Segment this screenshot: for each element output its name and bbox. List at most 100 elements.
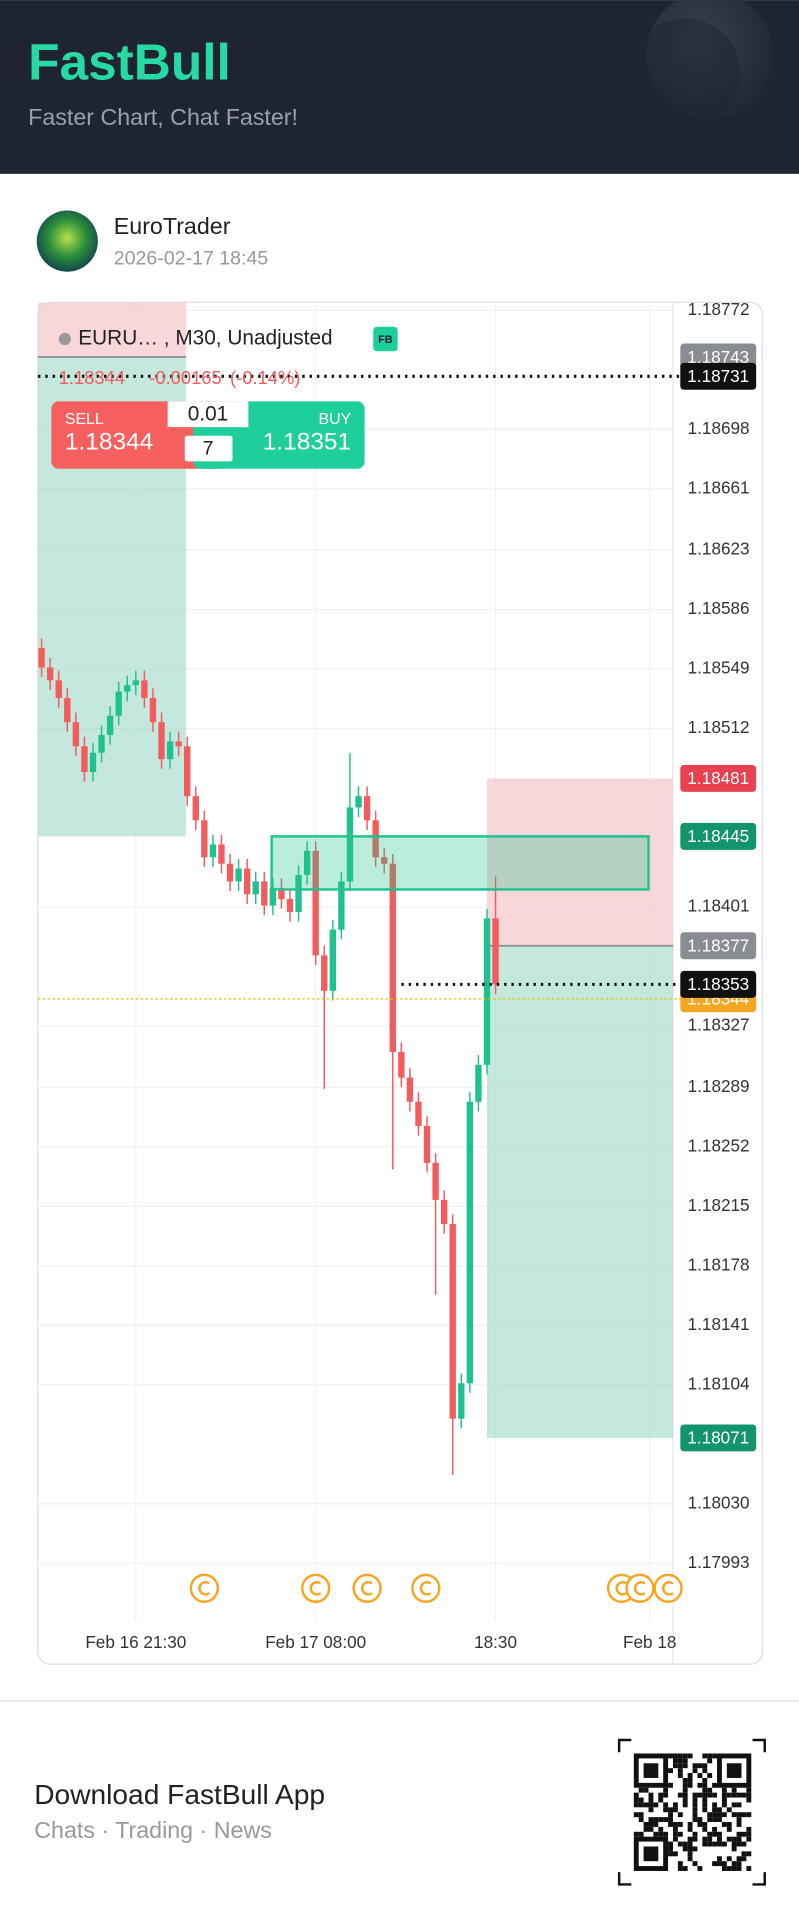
footer-title[interactable]: Download FastBull App — [34, 1779, 325, 1810]
qr-cell — [741, 1831, 747, 1837]
qr-cell — [687, 1836, 693, 1842]
candle-body — [55, 680, 62, 699]
qr-cell — [717, 1812, 722, 1818]
qr-cell — [707, 1753, 713, 1759]
price-badge — [680, 822, 757, 850]
qr-cell — [707, 1758, 713, 1764]
qr-cell — [702, 1753, 708, 1759]
qr-cell — [726, 1836, 732, 1842]
legend[interactable]: EURU… , M30, Unadjusted — [78, 327, 332, 350]
candle-body — [115, 691, 122, 716]
qr-cell — [712, 1831, 718, 1837]
qr-cell — [712, 1812, 718, 1818]
x-tick-label: Feb 18 — [623, 1632, 676, 1652]
x-tick-label: 18:30 — [474, 1632, 517, 1652]
event-icon — [198, 1580, 210, 1596]
qr-cell — [653, 1817, 659, 1823]
candle-body — [415, 1101, 422, 1126]
header-decoration — [630, 18, 741, 129]
candle-body — [46, 667, 54, 681]
qr-cell — [692, 1836, 698, 1842]
y-tick-label: 1.18178 — [688, 1254, 750, 1274]
qr-cell — [692, 1802, 698, 1808]
qr-code[interactable] — [617, 1738, 766, 1886]
qr-cell — [682, 1797, 688, 1803]
candle-body — [166, 741, 174, 760]
candle-body — [295, 874, 302, 912]
qr-cell — [687, 1782, 693, 1788]
qr-cell — [658, 1826, 664, 1832]
candle-body — [72, 722, 80, 747]
qr-cell — [658, 1817, 664, 1823]
qr-cell — [682, 1866, 688, 1871]
candle-body — [175, 741, 182, 747]
legend-dot — [58, 332, 71, 346]
qr-cell — [731, 1812, 737, 1818]
price-badge — [680, 932, 757, 960]
candle-body — [389, 863, 396, 1052]
qr-cell — [721, 1787, 727, 1793]
qr-cell — [668, 1768, 673, 1774]
candle-body — [64, 698, 71, 723]
qr-cell — [702, 1763, 708, 1769]
qr-cell — [736, 1792, 742, 1798]
qr-cell — [668, 1782, 673, 1788]
candle-body — [355, 796, 362, 808]
fb-badge-bg — [373, 326, 398, 352]
qr-cell — [682, 1846, 688, 1852]
qr-cell — [712, 1817, 718, 1823]
qr-cell — [731, 1792, 737, 1798]
qr-cell — [721, 1792, 727, 1798]
qr-cell — [741, 1812, 747, 1818]
qr-cell — [687, 1841, 693, 1847]
qr-cell — [731, 1787, 737, 1793]
price-badge — [680, 1424, 757, 1452]
qr-cell — [687, 1846, 693, 1852]
qr-cell — [663, 1807, 669, 1813]
qr-cell — [633, 1831, 639, 1837]
qr-cell — [697, 1773, 703, 1778]
qr-cell — [687, 1777, 693, 1783]
qr-cell — [672, 1851, 678, 1857]
price-badge — [680, 764, 757, 792]
qr-cell — [648, 1792, 654, 1798]
qr-cell — [687, 1851, 693, 1857]
candle-body — [106, 715, 114, 736]
count: 7 — [203, 437, 214, 459]
qr-cell — [697, 1782, 703, 1788]
qr-cell — [672, 1836, 678, 1842]
y-tick-label: 1.18289 — [688, 1076, 750, 1096]
buy-label: BUY — [318, 411, 351, 428]
qr-cell — [672, 1822, 678, 1827]
author[interactable]: EuroTrader — [114, 213, 231, 239]
qr-cell — [721, 1812, 727, 1818]
candle-body — [278, 887, 285, 900]
candle-body — [303, 850, 311, 875]
qr-cell — [717, 1841, 722, 1847]
candle-body — [458, 1383, 465, 1419]
qr-cell — [668, 1807, 673, 1813]
candle-body — [475, 1064, 482, 1102]
qr-cell — [736, 1861, 742, 1867]
price-badge-label: 1.18731 — [687, 366, 749, 386]
qr-cell — [717, 1856, 722, 1862]
qr-cell — [741, 1856, 747, 1862]
lot-input[interactable] — [167, 401, 249, 428]
qr-cell — [736, 1866, 742, 1871]
candle-body — [124, 685, 131, 692]
qr-cell — [692, 1812, 698, 1818]
qr-cell — [726, 1807, 732, 1813]
qr-cell — [638, 1812, 644, 1818]
qr-cell — [692, 1817, 698, 1823]
qr-cell — [677, 1831, 683, 1837]
candle-body — [492, 918, 499, 985]
qr-cell — [702, 1797, 708, 1803]
avatar[interactable] — [36, 210, 98, 272]
qr-finder-dot — [643, 1846, 659, 1862]
candle-body — [243, 868, 251, 895]
qr-cell — [668, 1822, 673, 1827]
brand-subtitle: Faster Chart, Chat Faster! — [28, 104, 298, 130]
qr-cell — [692, 1797, 698, 1803]
candle-body — [372, 820, 379, 858]
